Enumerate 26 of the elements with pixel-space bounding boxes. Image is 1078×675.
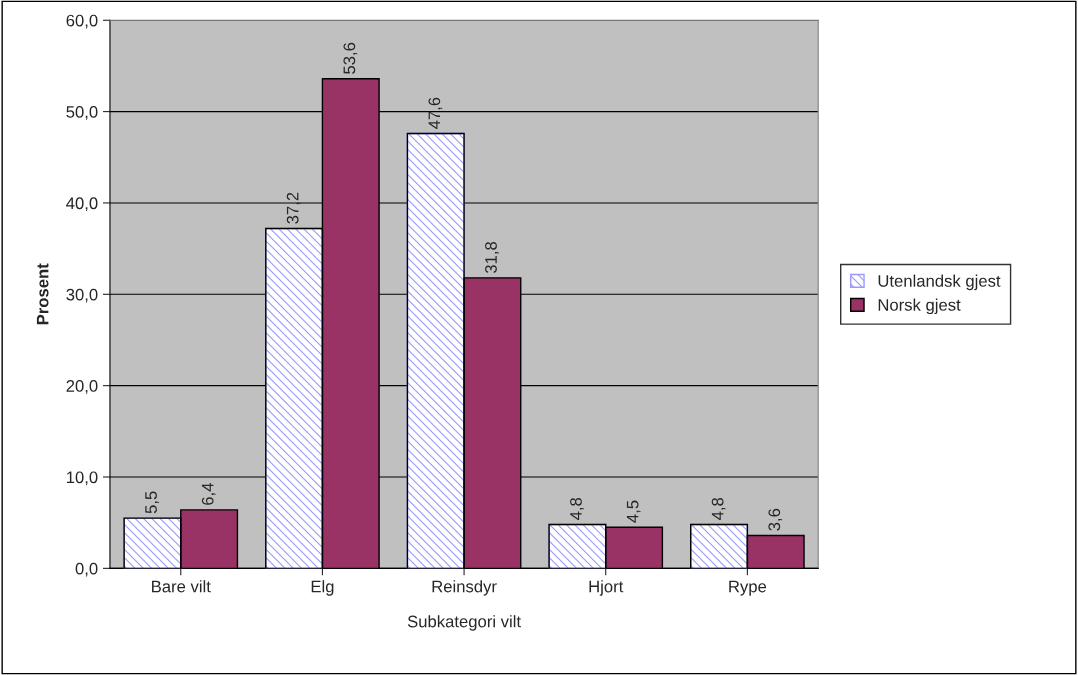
x-tick-label: Rype [729,580,767,596]
data-label: 47,6 [428,97,443,129]
data-label: 6,4 [201,483,216,505]
data-label: 4,8 [711,497,726,520]
y-tick-label: 40,0 [66,197,98,212]
legend-label: Utenlandsk gjest [878,274,1001,291]
y-tick-label: 50,0 [66,106,98,120]
x-tick-label: Bare vilt [152,580,211,593]
x-tick-label: Reinsdyr [432,580,497,596]
y-axis-title: Prosent [36,263,49,325]
x-axis-title: Subkategori vilt [407,615,521,631]
data-label: 31,8 [485,241,499,274]
data-label: 3,6 [768,508,783,531]
y-tick-label: 60,0 [66,14,98,29]
data-label: 53,6 [343,42,358,74]
data-label: 4,5 [626,500,641,523]
legend-label: Norsk gjest [878,298,961,315]
data-label: 4,8 [570,497,584,520]
data-label: 37,2 [286,192,301,224]
y-tick-label: 0,0 [75,562,98,577]
y-tick-label: 30,0 [66,288,98,303]
y-tick-label: 20,0 [66,380,98,394]
x-tick-label: Hjort [589,580,624,596]
y-tick-label: 10,0 [66,471,98,486]
x-tick-label: Elg [311,580,334,596]
data-label: 5,5 [145,491,159,514]
